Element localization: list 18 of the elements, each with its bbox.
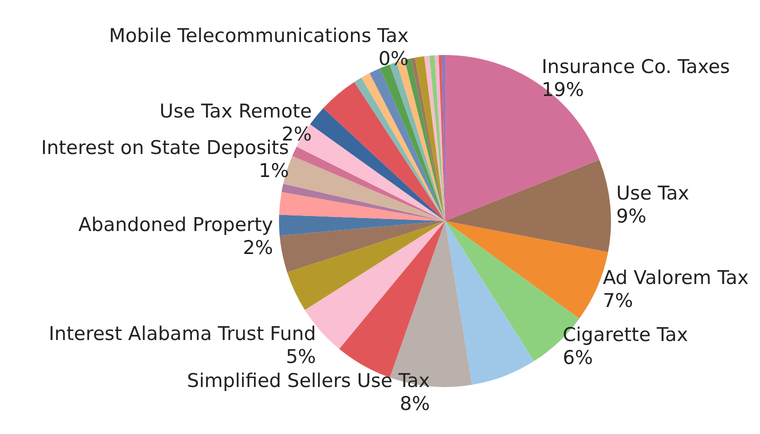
slice-label: Simplified Sellers Use Tax (187, 370, 430, 392)
slice-label: Ad Valorem Tax (602, 266, 749, 289)
data-label: 0% (378, 48, 409, 70)
slice-label: Cigarette Tax (562, 324, 688, 346)
data-label: 5% (286, 346, 316, 368)
slice-label: Insurance Co. Taxes (542, 56, 730, 78)
slice-label: Use Tax Remote (160, 100, 312, 123)
data-label: 1% (258, 160, 289, 182)
data-label: 8% (400, 392, 430, 415)
data-label: 19% (542, 79, 584, 102)
data-label: 7% (602, 290, 634, 312)
slice-label: Mobile Telecommunications Tax (108, 25, 409, 48)
slice-label: Abandoned Property (78, 214, 274, 236)
data-label: 9% (616, 205, 646, 228)
data-label: 6% (562, 346, 593, 369)
data-label: 2% (242, 236, 274, 259)
slice-label: Interest Alabama Trust Fund (48, 323, 316, 346)
slice-label: Use Tax (616, 182, 690, 204)
